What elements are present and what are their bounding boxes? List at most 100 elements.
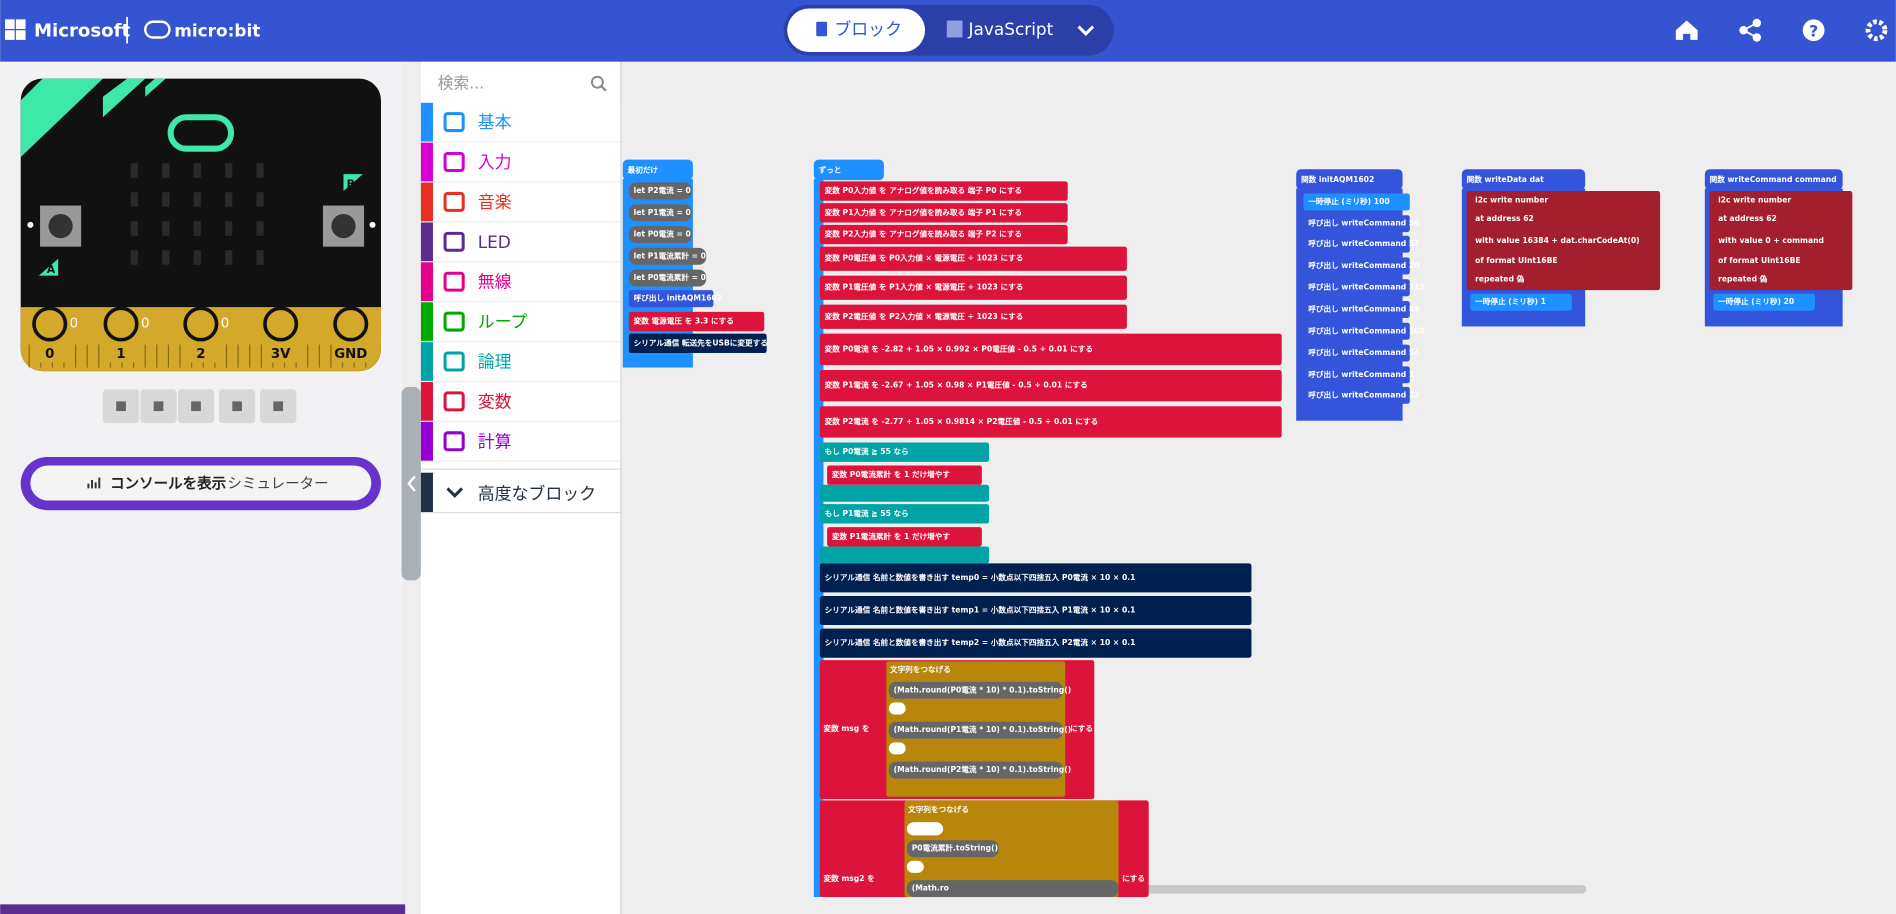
block-row[interactable] [628, 333, 767, 354]
home-button[interactable] [1675, 20, 1698, 40]
category-row[interactable] [420, 182, 621, 223]
block-hat[interactable] [622, 159, 693, 181]
block-row[interactable] [819, 406, 1282, 438]
category-label[interactable]: 無線 [478, 272, 512, 292]
help-button[interactable] [1802, 19, 1825, 42]
block-hat[interactable] [1296, 169, 1403, 190]
block-row[interactable] [819, 369, 1282, 402]
block-row[interactable] [628, 290, 714, 308]
block-row[interactable] [628, 204, 692, 222]
block-row[interactable] [888, 681, 1063, 699]
block-stack[interactable]: 最初だけ let P2電流 = 0 let P1電流 = 0 let P0電流 = 0… [622, 159, 768, 368]
block-row[interactable] [819, 596, 1252, 626]
console-button[interactable] [30, 465, 372, 501]
block-row[interactable] [1303, 344, 1410, 362]
block-row[interactable] [628, 226, 692, 244]
category-row[interactable] [420, 102, 621, 143]
block-row[interactable] [1303, 322, 1410, 340]
pin[interactable] [103, 306, 139, 342]
block-row[interactable] [1303, 193, 1410, 211]
search-placeholder[interactable]: 検索... [438, 73, 484, 92]
block-row[interactable] [628, 311, 765, 332]
block-row[interactable] [888, 721, 1063, 739]
block-row[interactable] [1713, 272, 1786, 287]
block-row[interactable] [1303, 257, 1410, 275]
block-row[interactable] [628, 247, 707, 265]
block-row[interactable] [1303, 235, 1410, 253]
settings-button[interactable] [1865, 19, 1888, 42]
category-label[interactable]: 音楽 [478, 192, 512, 212]
category-label[interactable]: 変数 [478, 391, 512, 411]
category-row[interactable] [420, 421, 621, 462]
block-row[interactable] [1470, 211, 1568, 227]
category-row[interactable] [420, 222, 621, 263]
block-row[interactable] [906, 880, 1119, 898]
block-row[interactable] [819, 203, 1068, 223]
block-row[interactable] [1713, 253, 1823, 269]
console-button-label[interactable]: コンソールを表示 [110, 474, 226, 492]
block-stack[interactable]: 関数 writeData dat i2c write number at addre… [1461, 169, 1661, 327]
category-row[interactable] [420, 142, 621, 183]
block-row[interactable] [1470, 193, 1568, 208]
category-label[interactable]: ループ [478, 312, 528, 332]
block-row[interactable] [819, 442, 990, 462]
block-row[interactable] [827, 465, 982, 485]
share-button[interactable] [1739, 18, 1762, 42]
pin[interactable] [32, 306, 68, 342]
block-row[interactable] [819, 275, 1127, 300]
category-label[interactable]: 基本 [478, 112, 512, 132]
block-row[interactable] [819, 628, 1252, 658]
block-row[interactable] [1470, 233, 1652, 250]
block-row[interactable] [1470, 293, 1572, 311]
category-row[interactable] [420, 342, 621, 383]
block-hat[interactable] [1704, 169, 1843, 190]
block-row[interactable] [819, 563, 1252, 593]
block-stack[interactable]: 関数 writeCommand command i2c write number a… [1704, 169, 1853, 327]
console-simulator-label[interactable]: シミュレーター [227, 475, 328, 492]
block-row[interactable] [1713, 211, 1811, 227]
download-bar[interactable] [0, 904, 406, 914]
category-label[interactable]: 論理 [478, 352, 512, 372]
collapse-tab[interactable] [401, 386, 421, 581]
block-row[interactable] [1303, 301, 1410, 318]
block-row[interactable] [1470, 272, 1543, 287]
blocks-tab[interactable] [787, 8, 926, 52]
blocks-tab-label[interactable]: ブロック [834, 19, 902, 39]
block-row[interactable] [628, 182, 692, 200]
category-label[interactable]: LED [478, 232, 511, 252]
category-label[interactable]: 入力 [478, 152, 512, 172]
block-row[interactable] [1303, 386, 1410, 404]
block-row[interactable] [819, 224, 1068, 245]
block-row[interactable] [1470, 253, 1580, 269]
pin[interactable] [263, 306, 299, 342]
block-row[interactable] [819, 181, 1068, 201]
block-row[interactable] [1713, 293, 1815, 311]
category-row[interactable] [420, 302, 621, 343]
block-hat[interactable] [813, 159, 884, 181]
block-row[interactable] [819, 246, 1127, 271]
block-row[interactable] [819, 333, 1282, 366]
block-row[interactable] [906, 840, 999, 858]
pin[interactable] [183, 306, 219, 342]
advanced-label[interactable]: 高度なブロック [478, 483, 596, 503]
block-stack[interactable]: 関数 initAQM1602 一時停止 (ミリ秒) 100 呼び出し writeCo… [1296, 169, 1425, 421]
category-label[interactable]: 計算 [478, 431, 512, 451]
search-icon[interactable] [590, 75, 604, 89]
block-row[interactable] [819, 304, 1127, 329]
js-tab-label[interactable]: JavaScript [968, 19, 1054, 39]
block-row[interactable] [1303, 279, 1410, 297]
block-row[interactable] [628, 269, 707, 287]
block-row[interactable] [1713, 233, 1849, 250]
block-row[interactable] [1303, 366, 1410, 384]
tab-menu[interactable] [1077, 25, 1095, 36]
category-row[interactable] [420, 382, 621, 422]
block-row[interactable] [827, 527, 982, 547]
block-row[interactable] [888, 761, 1063, 779]
category-row[interactable] [420, 262, 621, 303]
block-row[interactable] [819, 504, 990, 524]
block-row[interactable] [906, 822, 944, 836]
block-row[interactable] [1303, 215, 1410, 233]
pin[interactable] [333, 306, 369, 342]
block-row[interactable] [1713, 193, 1811, 208]
